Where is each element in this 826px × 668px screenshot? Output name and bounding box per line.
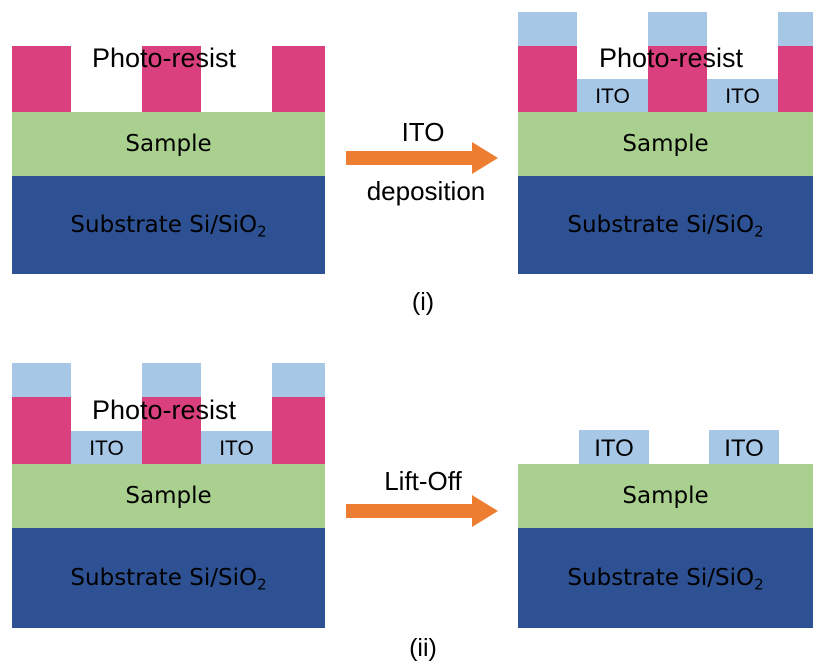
ito-layer bbox=[201, 431, 272, 464]
ito-label: ITO bbox=[89, 437, 124, 460]
photo-resist-block bbox=[12, 46, 71, 112]
ito-label: ITO bbox=[725, 85, 760, 108]
sample-layer bbox=[518, 112, 813, 176]
ito-cap-layer bbox=[648, 12, 707, 46]
arrow-label: Lift-Off bbox=[384, 466, 462, 496]
sample-label: Sample bbox=[622, 131, 709, 157]
right-arrow-icon bbox=[346, 495, 498, 527]
ito-cap-layer bbox=[12, 363, 71, 397]
substrate-label: Substrate Si/SiO2 bbox=[70, 565, 267, 594]
ito-label: ITO bbox=[724, 435, 764, 462]
panel-label: (i) bbox=[411, 288, 435, 316]
photo-resist-label: Photo-resist bbox=[599, 43, 744, 73]
photo-resist-block bbox=[272, 46, 325, 112]
ito-cap-layer bbox=[142, 363, 201, 397]
ito-cap-layer bbox=[272, 363, 325, 397]
photo-resist-block bbox=[272, 397, 325, 464]
substrate-layer bbox=[518, 176, 813, 274]
ito-layer bbox=[71, 431, 142, 464]
sample-layer bbox=[12, 112, 325, 176]
ito-layer bbox=[709, 430, 779, 464]
substrate-layer bbox=[518, 528, 813, 628]
sample-layer bbox=[518, 464, 813, 528]
ito-layer bbox=[707, 79, 778, 112]
ito-label: ITO bbox=[219, 437, 254, 460]
photo-resist-block bbox=[518, 46, 577, 112]
sample-layer bbox=[12, 464, 325, 528]
arrow-label: ITO bbox=[401, 117, 445, 147]
ito-label: ITO bbox=[594, 435, 634, 462]
sample-label: Sample bbox=[125, 131, 212, 157]
sample-label: Sample bbox=[622, 483, 709, 509]
substrate-label: Substrate Si/SiO2 bbox=[567, 212, 764, 241]
panel-label: (ii) bbox=[409, 634, 437, 662]
substrate-label: Substrate Si/SiO2 bbox=[70, 212, 267, 241]
photo-resist-block bbox=[12, 397, 71, 464]
ito-cap-layer bbox=[778, 12, 813, 46]
arrow-label: deposition bbox=[366, 176, 486, 206]
ito-cap-layer bbox=[518, 12, 577, 46]
substrate-layer bbox=[12, 176, 325, 274]
substrate-label: Substrate Si/SiO2 bbox=[567, 565, 764, 594]
ito-label: ITO bbox=[595, 85, 630, 108]
sample-label: Sample bbox=[125, 483, 212, 509]
photo-resist-label: Photo-resist bbox=[92, 43, 237, 73]
ito-layer bbox=[579, 430, 649, 464]
substrate-layer bbox=[12, 528, 325, 628]
photo-resist-block bbox=[142, 46, 201, 112]
photo-resist-block bbox=[648, 46, 707, 112]
photo-resist-block bbox=[778, 46, 813, 112]
right-arrow-icon bbox=[346, 142, 498, 174]
photo-resist-block bbox=[142, 397, 201, 464]
ito-layer bbox=[577, 79, 648, 112]
photo-resist-label: Photo-resist bbox=[92, 395, 237, 425]
